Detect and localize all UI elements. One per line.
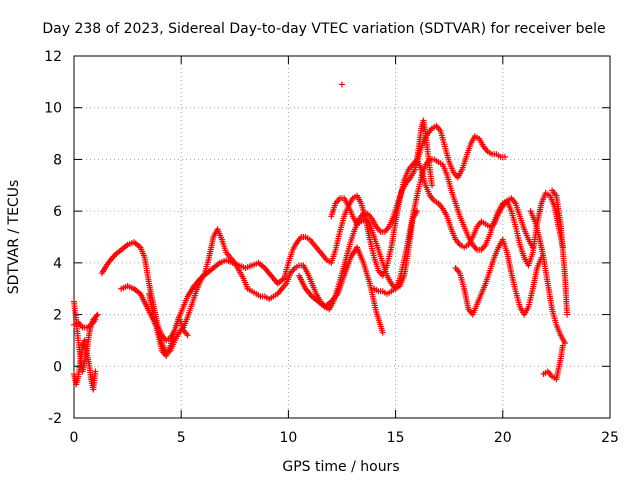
y-tick-label: 0 bbox=[53, 359, 62, 375]
y-axis-label: SDTVAR / TECUs bbox=[6, 180, 22, 295]
data-point bbox=[94, 311, 101, 318]
y-tick-label: 12 bbox=[44, 49, 62, 65]
data-point bbox=[93, 312, 100, 319]
x-axis-label: GPS time / hours bbox=[282, 459, 399, 475]
data-point bbox=[92, 316, 99, 323]
data-points bbox=[71, 81, 571, 393]
x-tick-label: 15 bbox=[387, 430, 405, 446]
data-point bbox=[339, 81, 345, 88]
data-point bbox=[559, 342, 566, 349]
data-point bbox=[379, 329, 386, 336]
x-tick-label: 10 bbox=[279, 430, 297, 446]
y-tick-label: 8 bbox=[53, 152, 62, 168]
plot-frame bbox=[73, 55, 611, 419]
data-point bbox=[429, 182, 436, 189]
data-point bbox=[92, 368, 99, 375]
axis-ticks: 0 5 10 15 20 25 -2 0 2 4 6 8 10 12 bbox=[44, 49, 619, 446]
data-point bbox=[184, 332, 191, 339]
y-tick-label: 4 bbox=[53, 256, 62, 272]
y-tick-label: 6 bbox=[53, 204, 62, 220]
x-tick-label: 20 bbox=[494, 430, 512, 446]
data-point bbox=[501, 153, 508, 160]
x-tick-label: 5 bbox=[177, 430, 186, 446]
x-tick-label: 25 bbox=[601, 430, 619, 446]
y-tick-label: -2 bbox=[48, 411, 62, 427]
data-point bbox=[414, 208, 421, 215]
x-tick-label: 0 bbox=[70, 430, 79, 446]
y-tick-label: 10 bbox=[44, 101, 62, 117]
data-point bbox=[564, 311, 571, 318]
y-tick-label: 2 bbox=[53, 308, 62, 324]
chart-title: Day 238 of 2023, Sidereal Day-to-day VTE… bbox=[42, 21, 605, 37]
